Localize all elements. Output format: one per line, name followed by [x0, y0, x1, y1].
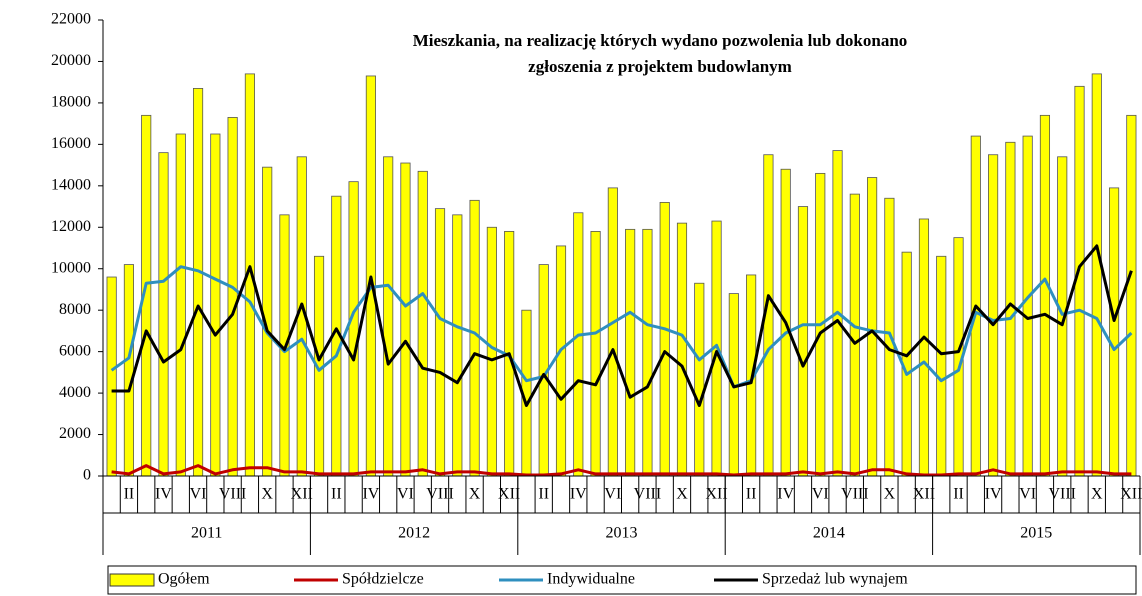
legend-swatch	[109, 573, 155, 587]
legend-label: Indywidualne	[547, 571, 635, 588]
bar	[158, 152, 169, 477]
x-tick-label: VI	[604, 486, 621, 503]
bar	[175, 133, 186, 477]
bar	[918, 218, 930, 477]
x-tick-label: XII	[498, 486, 520, 503]
x-tick-label: VI	[1019, 486, 1036, 503]
x-tick-label: VIII	[426, 486, 454, 503]
line-series	[111, 464, 1132, 477]
x-tick-label: VIII	[219, 486, 247, 503]
legend-label: Ogółem	[158, 571, 210, 588]
x-tick-label: X	[884, 486, 896, 503]
bar	[1039, 114, 1051, 477]
x-tick-label: II	[953, 486, 964, 503]
x-tick-label: XII	[291, 486, 313, 503]
bar	[1022, 135, 1033, 477]
x-tick-label: VIII	[1048, 486, 1076, 503]
group-label: 2013	[606, 525, 638, 542]
bar	[849, 193, 860, 477]
y-tick-label: 4000	[59, 384, 91, 401]
group-label: 2015	[1020, 525, 1052, 542]
x-tick-label: VI	[812, 486, 829, 503]
y-tick-label: 2000	[59, 425, 91, 442]
x-tick-label: XII	[705, 486, 727, 503]
bar	[469, 199, 480, 477]
x-tick-label: X	[1091, 486, 1103, 503]
bar	[210, 133, 221, 477]
bar	[797, 206, 809, 477]
bar	[676, 222, 688, 477]
x-tick-label: IV	[777, 486, 794, 503]
bar	[192, 88, 204, 477]
bar	[988, 154, 999, 477]
group-label: 2012	[398, 525, 430, 542]
bar	[625, 228, 636, 477]
bar	[642, 228, 653, 477]
bar	[694, 282, 705, 477]
bar	[434, 208, 446, 477]
bar	[106, 276, 117, 477]
bar	[573, 212, 584, 477]
y-tick-label: 0	[83, 467, 91, 484]
y-tick-label: 10000	[51, 259, 91, 276]
x-tick-label: XII	[1120, 486, 1142, 503]
y-tick-label: 20000	[51, 52, 91, 69]
x-tick-label: II	[746, 486, 757, 503]
bar	[1109, 187, 1120, 477]
chart-title: zgłoszenia z projektem budowlanym	[528, 57, 792, 76]
bar	[659, 201, 670, 477]
bar	[1091, 73, 1102, 477]
x-tick-label: IV	[985, 486, 1002, 503]
x-tick-label: IV	[570, 486, 587, 503]
x-tick-label: II	[538, 486, 549, 503]
bar	[383, 156, 394, 477]
bar	[400, 162, 411, 477]
x-tick-label: IV	[362, 486, 379, 503]
bar	[590, 231, 601, 477]
x-tick-label: II	[331, 486, 342, 503]
x-tick-label: IV	[155, 486, 172, 503]
legend-label: Sprzedaż lub wynajem	[762, 571, 908, 588]
y-tick-label: 18000	[51, 94, 91, 111]
bar	[936, 255, 947, 477]
x-tick-label: VI	[190, 486, 207, 503]
bar	[1126, 114, 1137, 477]
bar	[486, 226, 497, 477]
bar	[227, 117, 238, 477]
x-tick-label: VIII	[841, 486, 869, 503]
x-tick-label: X	[469, 486, 481, 503]
y-tick-label: 22000	[51, 11, 91, 28]
line-series	[111, 244, 1133, 407]
x-tick-label: XII	[913, 486, 935, 503]
y-tick-label: 12000	[51, 218, 91, 235]
legend-label: Spółdzielcze	[342, 571, 424, 588]
x-tick-label: VIII	[634, 486, 662, 503]
y-tick-label: 6000	[59, 342, 91, 359]
group-label: 2011	[191, 525, 222, 542]
bar	[417, 170, 428, 477]
y-tick-label: 8000	[59, 301, 91, 318]
x-tick-label: X	[261, 486, 273, 503]
y-tick-label: 14000	[51, 176, 91, 193]
x-tick-label: II	[124, 486, 135, 503]
bar	[867, 177, 878, 477]
chart-title: Mieszkania, na realizację których wydano…	[413, 31, 908, 50]
group-label: 2014	[813, 525, 845, 542]
bar	[452, 214, 463, 477]
y-tick-label: 16000	[51, 135, 91, 152]
x-tick-label: VI	[397, 486, 414, 503]
x-tick-label: X	[676, 486, 688, 503]
bar	[607, 187, 618, 477]
bar	[348, 181, 359, 477]
bar	[555, 245, 567, 477]
legend-box	[107, 565, 1137, 595]
bar	[123, 264, 134, 477]
